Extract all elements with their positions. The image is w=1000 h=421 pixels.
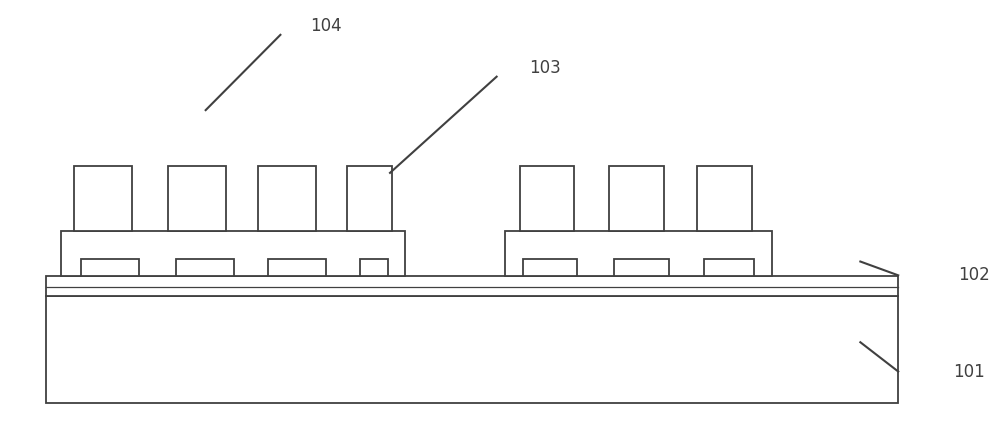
Text: 104: 104 (310, 18, 342, 35)
Bar (520, 166, 574, 231)
Bar (347, 166, 392, 231)
Bar (81, 259, 139, 276)
Bar (61, 231, 405, 276)
Bar (46, 296, 898, 403)
Text: 102: 102 (958, 266, 990, 284)
Bar (614, 259, 669, 276)
Bar (168, 166, 226, 231)
Bar (697, 166, 752, 231)
Bar (268, 259, 326, 276)
Bar (609, 166, 664, 231)
Bar (74, 166, 132, 231)
Bar (46, 276, 898, 296)
Bar (505, 231, 772, 276)
Bar (360, 259, 388, 276)
Bar (258, 166, 316, 231)
Text: 103: 103 (530, 59, 561, 77)
Bar (176, 259, 234, 276)
Bar (523, 259, 577, 276)
Text: 101: 101 (953, 362, 985, 381)
Bar (704, 259, 754, 276)
